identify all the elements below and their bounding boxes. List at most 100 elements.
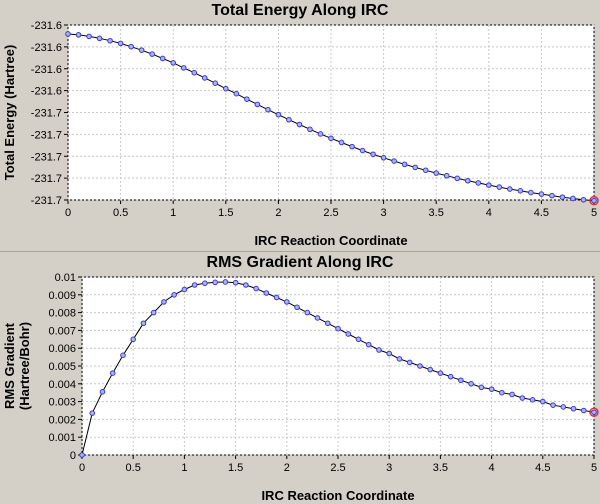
energy-chart: 0 0.5 1 1.5 2 2.5 3 3.5 4 4.5 5 -231.6 -231.6 -231.6 -… <box>2 20 599 248</box>
x-tick-label: 4.5 <box>534 207 549 219</box>
data-point <box>244 96 250 102</box>
data-point <box>468 381 474 387</box>
data-point <box>109 370 116 376</box>
x-tick-label: 3 <box>381 207 387 219</box>
data-point <box>406 359 413 366</box>
data-point <box>120 352 126 359</box>
data-point <box>560 404 567 410</box>
data-point <box>222 279 229 285</box>
data-point <box>263 290 270 296</box>
data-point <box>159 55 166 62</box>
y-tick-label: 0.006 <box>48 343 76 355</box>
data-point <box>79 452 85 458</box>
x-tick-label: 3 <box>386 462 392 474</box>
data-point <box>170 60 176 66</box>
data-point <box>475 180 482 186</box>
gradient-chart: 0 0.5 1 1.5 2 2.5 3 3.5 4 4.5 5 0 0.001 0.002 0.003 0.0… <box>2 272 599 503</box>
y-tick-label: 0.005 <box>48 361 76 373</box>
data-point <box>275 111 282 118</box>
data-point <box>223 85 229 92</box>
data-point <box>359 147 366 154</box>
data-point <box>338 139 345 146</box>
data-point <box>559 194 566 200</box>
y-tick-label: -231.6 <box>31 20 62 32</box>
gradient-chart-panel: RMS Gradient Along IRC 0 0.5 1 1.5 2 2.5 3 3.5 4… <box>0 252 600 504</box>
data-point <box>89 410 96 416</box>
data-point <box>580 196 587 203</box>
data-point <box>396 356 403 362</box>
data-point <box>212 279 218 286</box>
x-tick-label: 1 <box>181 462 187 474</box>
data-point <box>458 377 464 384</box>
data-point <box>254 101 261 108</box>
data-point <box>376 347 382 353</box>
x-tick-label: 1.5 <box>218 207 233 219</box>
data-point <box>496 184 503 190</box>
data-point <box>161 299 167 305</box>
data-point <box>422 167 429 174</box>
y-tick-label: -231.7 <box>31 129 62 141</box>
data-point <box>550 402 556 408</box>
data-point <box>355 336 362 343</box>
data-point <box>202 280 208 287</box>
data-point <box>304 309 311 316</box>
data-point <box>391 158 397 164</box>
data-point <box>528 189 534 196</box>
y-tick-label: 0.009 <box>48 290 76 302</box>
data-point <box>529 397 536 403</box>
data-point <box>427 366 433 373</box>
data-point <box>117 40 124 47</box>
y-axis-label: RMS Gradient(Hartree/Bohr) <box>2 322 32 410</box>
data-point <box>201 75 208 81</box>
energy-chart-title: Total Energy Along IRC <box>211 2 389 19</box>
y-tick-label: -231.6 <box>31 86 62 98</box>
x-tick-label: 5 <box>591 462 597 474</box>
data-point <box>130 336 136 343</box>
x-tick-label: 3.5 <box>433 462 448 474</box>
x-tick-label: 3.5 <box>429 207 444 219</box>
data-point <box>437 370 444 376</box>
x-tick-label: 1.5 <box>228 462 243 474</box>
data-point <box>464 177 471 184</box>
y-tick-label: 0.001 <box>48 432 76 444</box>
x-axis-label: IRC Reaction Coordinate <box>261 488 414 503</box>
data-point <box>417 363 423 369</box>
data-point <box>107 37 113 44</box>
data-point <box>591 197 597 204</box>
x-axis-label: IRC Reaction Coordinate <box>254 233 407 248</box>
data-point <box>570 195 576 202</box>
data-point <box>191 282 198 288</box>
x-tick-label: 0.5 <box>126 462 141 474</box>
x-tick-label: 2.5 <box>330 462 345 474</box>
data-point <box>253 285 259 292</box>
data-point <box>180 65 187 71</box>
data-point <box>65 31 71 37</box>
y-tick-label: -231.7 <box>31 151 62 163</box>
data-point <box>412 164 418 171</box>
data-point <box>86 33 92 40</box>
y-tick-label: 0.003 <box>48 397 76 409</box>
data-point <box>324 320 331 327</box>
data-point <box>233 90 240 97</box>
data-point <box>265 106 271 113</box>
data-point <box>540 398 546 405</box>
data-point <box>538 191 545 197</box>
current-point-marker <box>589 195 599 206</box>
data-point <box>181 286 188 293</box>
data-point <box>591 409 597 416</box>
data-point <box>380 154 387 161</box>
x-tick-label: 5 <box>591 207 597 219</box>
data-point <box>443 172 450 179</box>
data-point <box>335 325 341 332</box>
data-point <box>294 304 300 311</box>
gradient-chart-title: RMS Gradient Along IRC <box>206 254 394 271</box>
data-point <box>570 405 577 412</box>
x-tick-label: 2.5 <box>323 207 338 219</box>
data-point <box>488 386 495 392</box>
data-point <box>509 391 515 398</box>
y-tick-label: 0.002 <box>48 414 76 426</box>
data-point <box>349 143 355 150</box>
current-point-marker <box>589 407 599 418</box>
data-point <box>286 116 292 123</box>
x-tick-label: 4.5 <box>535 462 550 474</box>
